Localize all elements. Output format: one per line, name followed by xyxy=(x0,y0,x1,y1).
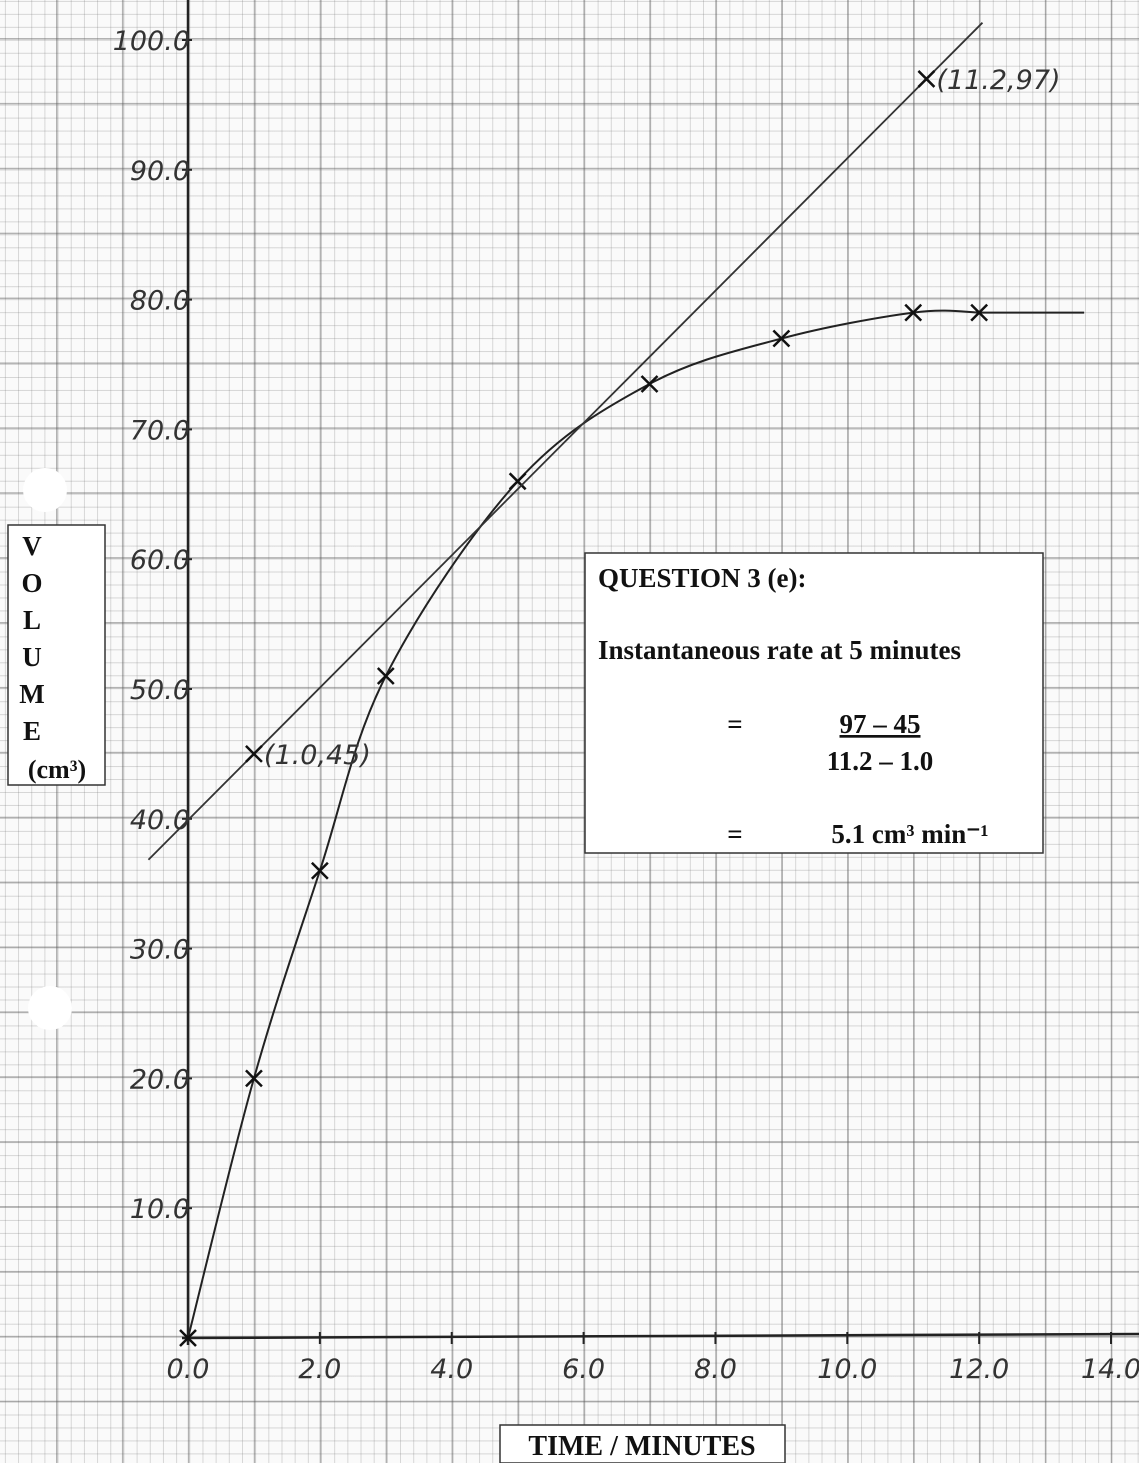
tangent-point-label: (11.2,97) xyxy=(936,65,1060,96)
data-point xyxy=(904,303,923,322)
y-label-unit: (cm³) xyxy=(28,755,86,784)
x-tick-label: 6.0 xyxy=(562,1354,605,1385)
y-tick-label: 40.0 xyxy=(130,805,190,836)
data-point xyxy=(772,329,791,348)
x-tick-label: 14.0 xyxy=(1081,1354,1139,1385)
data-point xyxy=(640,375,659,393)
y-tick-label: 10.0 xyxy=(130,1194,190,1225)
y-label-letter: L xyxy=(23,605,41,635)
y-tick-label: 30.0 xyxy=(130,935,190,966)
box-line: Instantaneous rate at 5 minutes xyxy=(598,635,961,665)
y-label-box xyxy=(7,524,106,786)
x-tick-label: 0.0 xyxy=(167,1354,210,1385)
y-tick-label: 70.0 xyxy=(130,415,190,446)
y-tick-label: 20.0 xyxy=(130,1064,190,1095)
x-label-box xyxy=(499,1424,786,1463)
x-tick-label: 8.0 xyxy=(694,1354,737,1385)
x-axis xyxy=(181,1332,1139,1340)
x-tick-label: 2.0 xyxy=(298,1354,341,1385)
equals: = xyxy=(727,819,742,849)
y-tick-label: 50.0 xyxy=(130,675,190,706)
x-label: TIME / MINUTES xyxy=(528,1431,755,1462)
y-label-letter: E xyxy=(23,716,41,746)
tangent-line xyxy=(147,22,984,861)
box-title: QUESTION 3 (e): xyxy=(598,563,807,593)
x-tick-label: 12.0 xyxy=(949,1354,1009,1385)
data-point xyxy=(917,70,936,88)
data-point xyxy=(508,472,527,491)
data-point xyxy=(376,667,395,685)
punch-hole xyxy=(28,986,72,1030)
x-tick-label: 10.0 xyxy=(817,1354,877,1385)
punch-hole xyxy=(23,468,67,512)
y-tick-label: 90.0 xyxy=(130,156,190,187)
result: 5.1 cm³ min⁻¹ xyxy=(831,819,988,849)
y-label-letter: U xyxy=(22,642,42,672)
data-point xyxy=(245,1069,263,1088)
data-point xyxy=(179,1329,197,1347)
tangent-point-label: (1.0,45) xyxy=(264,740,371,771)
numerator: 97 – 45 xyxy=(840,709,921,739)
y-tick-label: 60.0 xyxy=(130,545,190,576)
curve xyxy=(187,309,1085,1339)
equals: = xyxy=(727,709,742,739)
data-point xyxy=(970,303,989,322)
data-point xyxy=(310,861,329,880)
y-label-letter: O xyxy=(21,568,42,598)
y-label-letter: M xyxy=(19,679,44,709)
data-point xyxy=(245,745,263,763)
y-tick-label: 80.0 xyxy=(130,286,190,317)
answer-box xyxy=(584,552,1044,854)
x-tick-label: 4.0 xyxy=(430,1354,473,1385)
y-label-letter: V xyxy=(22,531,42,561)
denominator: 11.2 – 1.0 xyxy=(827,746,934,776)
y-tick-label: 100.0 xyxy=(113,26,190,57)
